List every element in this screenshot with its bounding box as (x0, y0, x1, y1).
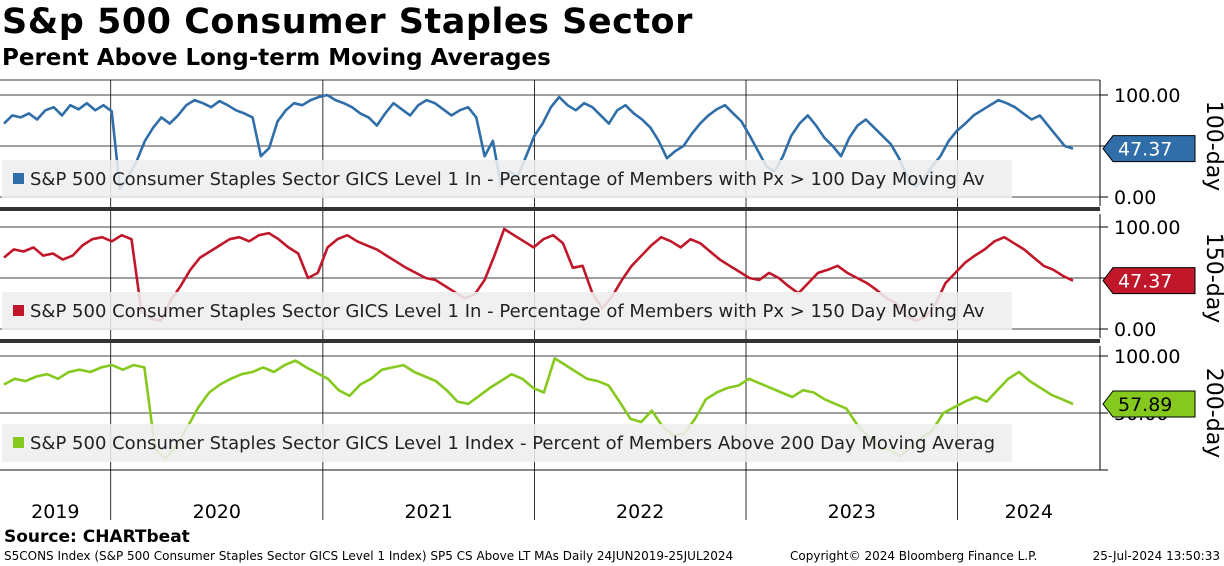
y-tick-label: 0.00 (1114, 187, 1156, 209)
footer-description: S5CONS Index (S&P 500 Consumer Staples S… (4, 549, 734, 563)
y-tick-label: 100.00 (1114, 217, 1180, 239)
chart-title: S&p 500 Consumer Staples Sector (2, 2, 693, 42)
last-value-label: 57.89 (1118, 394, 1172, 416)
x-tick-label: 2022 (616, 501, 664, 523)
legend-label: S&P 500 Consumer Staples Sector GICS Lev… (30, 433, 995, 454)
legend-label: S&P 500 Consumer Staples Sector GICS Lev… (30, 301, 985, 322)
legend-swatch (13, 437, 24, 448)
footer-copyright: Copyright© 2024 Bloomberg Finance L.P. (790, 549, 1038, 563)
x-tick-label: 2024 (1005, 501, 1053, 523)
panel-side-label: 200-day (1201, 368, 1224, 458)
series-line (3, 93, 1074, 191)
legend-swatch (13, 305, 24, 316)
panel-side-label: 100-day (1201, 101, 1224, 191)
y-tick-label: 0.00 (1114, 319, 1156, 341)
last-value-badge (1102, 390, 1196, 418)
legend-box (2, 292, 1012, 330)
legend-box (2, 160, 1012, 198)
last-value-badge (1102, 267, 1196, 295)
footer-timestamp: 25-Jul-2024 13:50:33 (1092, 549, 1220, 563)
x-tick-label: 2023 (828, 501, 876, 523)
legend-label: S&P 500 Consumer Staples Sector GICS Lev… (30, 169, 985, 190)
x-tick-label: 2021 (404, 501, 452, 523)
legend-box (2, 424, 1012, 462)
chart-subtitle: Perent Above Long-term Moving Averages (2, 45, 551, 71)
panel-side-label: 150-day (1201, 233, 1224, 323)
last-value-label: 47.37 (1118, 139, 1172, 161)
x-tick-label: 2019 (31, 501, 79, 523)
y-tick-label: 100.00 (1114, 85, 1180, 107)
legend-swatch (13, 173, 24, 184)
y-tick-label: 100.00 (1114, 346, 1180, 368)
x-tick-label: 2020 (193, 501, 241, 523)
last-value-label: 47.37 (1118, 271, 1172, 293)
last-value-badge (1102, 135, 1196, 163)
source-label: Source: CHARTbeat (4, 527, 190, 547)
